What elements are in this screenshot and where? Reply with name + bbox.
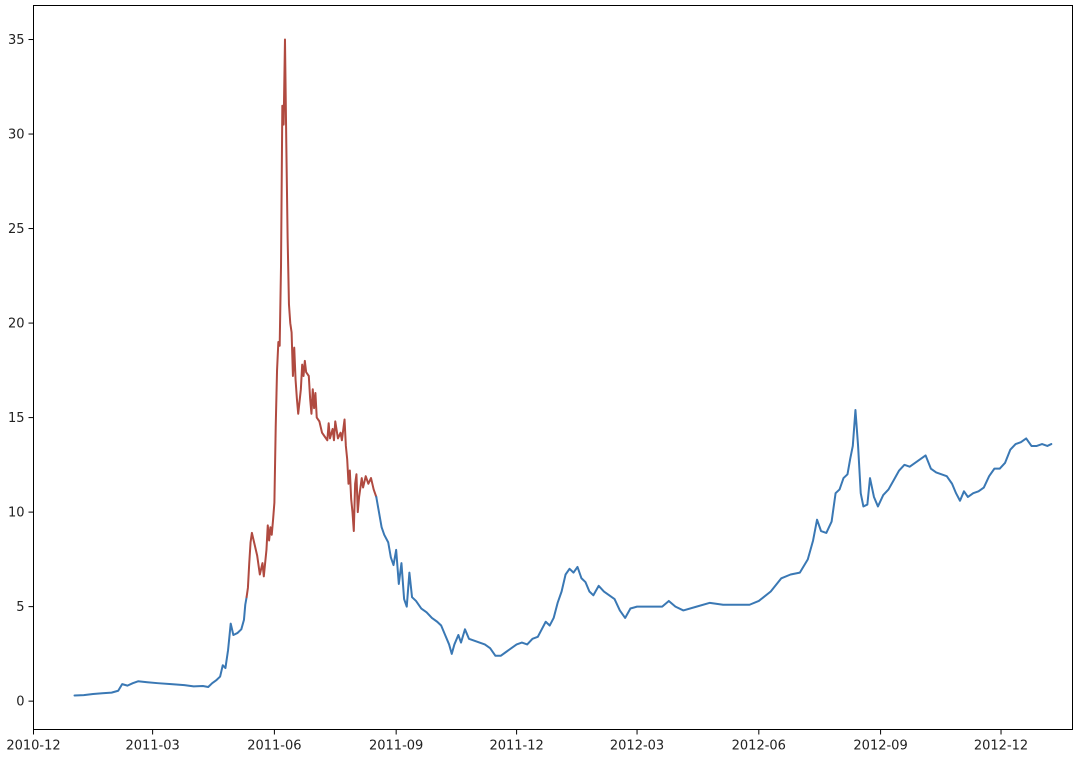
x-tick-label: 2012-06 xyxy=(732,739,786,754)
y-tick-label: 30 xyxy=(8,128,25,143)
x-tick-label: 2012-03 xyxy=(610,739,664,754)
y-tick-label: 35 xyxy=(8,33,25,48)
axes-frame xyxy=(33,5,1073,730)
y-tick-label: 5 xyxy=(16,600,24,615)
y-tick-label: 25 xyxy=(8,222,25,237)
series-line-3 xyxy=(375,409,1053,657)
y-tick-label: 15 xyxy=(8,411,25,426)
x-tick-label: 2011-03 xyxy=(125,739,179,754)
series-line-2 xyxy=(245,38,378,599)
x-axis: 2010-12 2011-03 2011-06 2011-09 2011-12 2012-… xyxy=(6,729,1028,754)
x-tick-label: 2012-09 xyxy=(853,739,907,754)
x-tick-label: 2011-12 xyxy=(489,739,543,754)
x-tick-label: 2011-06 xyxy=(247,739,301,754)
x-tick-label: 2010-12 xyxy=(6,739,60,754)
y-axis: 0 5 10 15 20 25 30 35 xyxy=(8,33,34,710)
y-tick-label: 10 xyxy=(8,506,25,521)
series-layer xyxy=(73,38,1053,697)
series-line-1 xyxy=(73,596,248,697)
x-tick-label: 2011-09 xyxy=(369,739,423,754)
y-tick-label: 20 xyxy=(8,317,25,332)
x-tick-label: 2012-12 xyxy=(974,739,1028,754)
y-tick-label: 0 xyxy=(16,695,24,710)
